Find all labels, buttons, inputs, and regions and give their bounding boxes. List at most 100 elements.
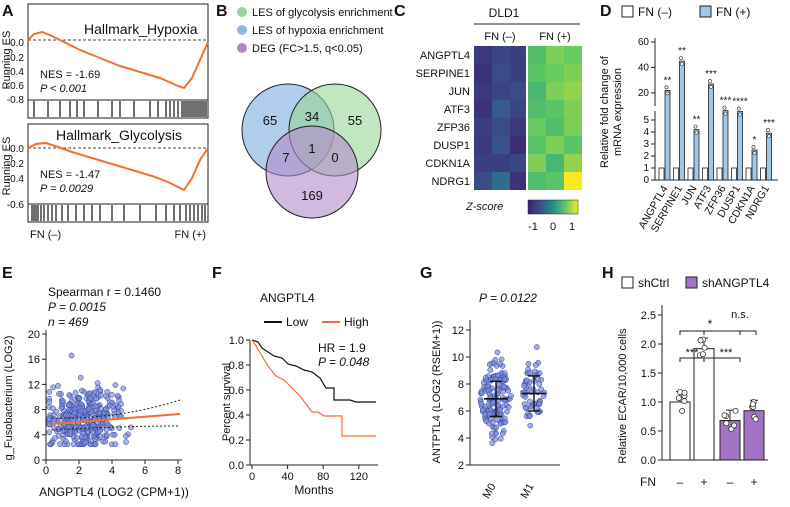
a-xlabel-right: FN (+) bbox=[175, 229, 206, 241]
e-stat-p: P = 0.0015 bbox=[48, 300, 106, 314]
heatmap-cell bbox=[492, 172, 510, 190]
heatmap-cell bbox=[528, 136, 546, 154]
panel-letter-a: A bbox=[2, 3, 14, 20]
venn-hyp-gly: 34 bbox=[305, 109, 319, 124]
panel-letter-c: C bbox=[394, 3, 406, 20]
heatmap-cell bbox=[510, 64, 528, 82]
e-ytick-label: 16 bbox=[28, 354, 40, 366]
heatmap-cell bbox=[528, 154, 546, 172]
a-bottom-nes: NES = -1.47 bbox=[40, 169, 100, 181]
e-fit-line bbox=[51, 413, 181, 425]
g-point bbox=[482, 375, 489, 381]
e-point bbox=[51, 417, 58, 424]
e-point bbox=[90, 422, 97, 429]
heatmap-cell bbox=[528, 46, 546, 64]
d-bar-fn-neg bbox=[716, 167, 723, 181]
e-point bbox=[91, 389, 98, 396]
heatmap-gene-labels: ANGPTL4 SERPINE1 JUN ATF3 ZFP36 DUSP1 CDKN1A ND… bbox=[416, 50, 471, 188]
d-gene-labels: ANGPTL4SERPINE1JUNATF3ZFP36DUSP1CDKN1AND… bbox=[636, 183, 772, 234]
d-bar-fn-pos bbox=[722, 110, 729, 181]
e-point bbox=[85, 406, 92, 413]
d-bar-fn-neg bbox=[658, 167, 665, 181]
d-axis-break bbox=[652, 106, 660, 111]
e-point bbox=[108, 391, 115, 398]
heatmap-cells bbox=[474, 46, 582, 190]
heatmap-cell bbox=[510, 172, 528, 190]
g-point bbox=[505, 387, 512, 394]
d-point bbox=[752, 151, 757, 155]
h-point bbox=[749, 401, 756, 408]
heatmap-cell bbox=[510, 82, 528, 100]
zscore-tick: 1 bbox=[569, 221, 575, 233]
heatmap-cell bbox=[474, 64, 492, 82]
heatmap-cell bbox=[546, 82, 564, 100]
g-point bbox=[478, 401, 484, 407]
g-point bbox=[499, 430, 506, 437]
h-point bbox=[681, 398, 688, 405]
heatmap-gene-label: CDKN1A bbox=[425, 158, 470, 170]
g-point bbox=[535, 376, 541, 382]
heatmap-cell-line: DLD1 bbox=[489, 6, 520, 20]
g-point bbox=[494, 349, 501, 356]
f-title: ANGPTL4 bbox=[260, 291, 315, 305]
f-km-high bbox=[251, 339, 376, 437]
h-bars bbox=[669, 336, 765, 461]
g-point bbox=[497, 435, 504, 442]
h-point bbox=[723, 420, 730, 427]
g-point bbox=[524, 377, 530, 384]
e-point bbox=[46, 429, 53, 436]
heatmap-cell bbox=[564, 154, 582, 172]
h-point bbox=[697, 337, 704, 344]
legend-swatch-fn-pos bbox=[699, 5, 712, 18]
h-fn-label: FN bbox=[640, 475, 656, 489]
a-bottom-es-curve bbox=[27, 141, 209, 192]
a-top-barcode-frame bbox=[27, 99, 209, 119]
e-point bbox=[63, 412, 70, 418]
d-sig-label: ** bbox=[693, 115, 701, 126]
e-point bbox=[67, 431, 73, 438]
e-point bbox=[123, 439, 129, 445]
g-point bbox=[501, 415, 508, 422]
e-point bbox=[93, 396, 100, 402]
f-hr: HR = 1.9 bbox=[318, 341, 366, 355]
d-bar-fn-pos bbox=[664, 89, 671, 181]
venn-deg-only: 169 bbox=[301, 188, 323, 203]
g-point bbox=[536, 370, 543, 376]
d-bar-fn-neg bbox=[731, 167, 737, 181]
e-point bbox=[116, 397, 122, 403]
panel-letter-h: H bbox=[602, 265, 614, 282]
d-point bbox=[680, 62, 684, 66]
d-bar-fn-neg bbox=[745, 167, 752, 181]
e-point bbox=[57, 441, 63, 448]
heatmap-cell bbox=[510, 46, 528, 64]
e-point bbox=[106, 402, 113, 409]
h-point bbox=[731, 422, 738, 429]
h-fn-sign: + bbox=[750, 475, 757, 489]
g-point bbox=[493, 362, 500, 369]
d-sig-label: **** bbox=[732, 96, 748, 107]
f-ytick-label: 0.4 bbox=[229, 410, 244, 422]
f-legend-high: High bbox=[344, 315, 369, 329]
heatmap-cell bbox=[564, 64, 582, 82]
legend-fn-neg: FN (–) bbox=[638, 5, 672, 19]
heatmap-cell bbox=[546, 154, 564, 172]
legend-glycolysis: LES of glycolysis enrichment bbox=[252, 7, 393, 19]
d-bar-fn-neg bbox=[760, 167, 766, 181]
g-ytick-label: 4 bbox=[458, 433, 464, 445]
a-top-ylabel: Running ES bbox=[1, 31, 13, 90]
e-ylabel: g_Fusobacterium (LOG2) bbox=[3, 336, 15, 461]
f-p: P = 0.048 bbox=[318, 355, 370, 369]
f-xlabel: Months bbox=[294, 483, 333, 497]
d-point bbox=[738, 112, 742, 117]
h-ytick-label: 1.0 bbox=[641, 397, 656, 409]
e-point bbox=[112, 382, 119, 388]
e-point bbox=[87, 395, 94, 401]
d-point bbox=[722, 105, 727, 110]
heatmap-cell bbox=[546, 100, 564, 118]
heatmap-gene-label: ATF3 bbox=[444, 104, 470, 116]
e-stat-n: n = 469 bbox=[48, 315, 89, 329]
e-point bbox=[103, 432, 110, 439]
h-fn-signs: – + – + bbox=[677, 475, 758, 489]
venn-all: 1 bbox=[308, 141, 315, 156]
